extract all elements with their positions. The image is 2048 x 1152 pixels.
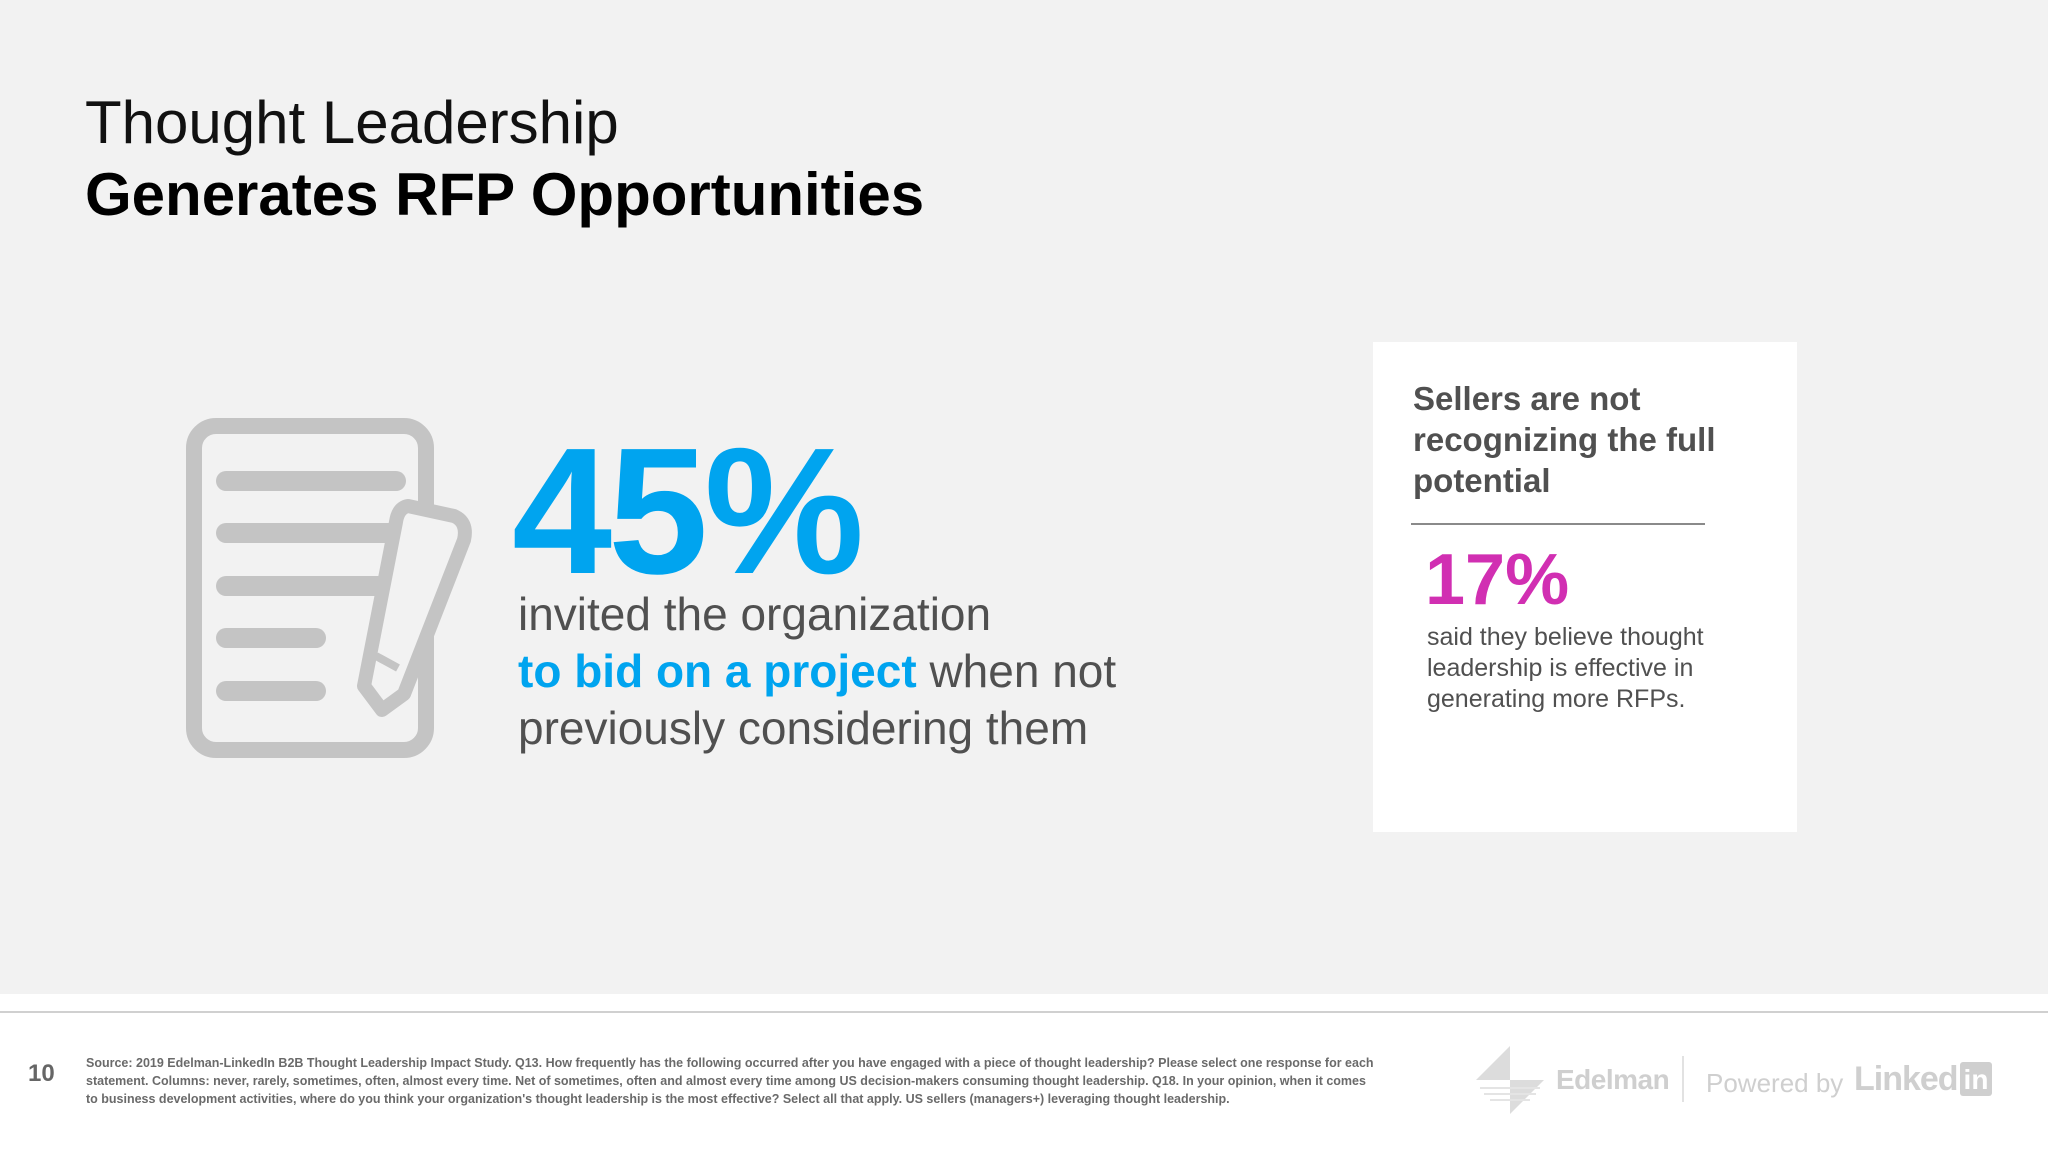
callout-divider — [1411, 523, 1705, 525]
linkedin-in-icon: in — [1960, 1062, 1992, 1096]
main-area: Thought Leadership Generates RFP Opportu… — [0, 0, 2048, 994]
title-line-1: Thought Leadership — [85, 89, 619, 156]
main-stat-value: 45% — [512, 411, 864, 612]
callout-stat-value: 17% — [1425, 540, 1570, 620]
main-stat-description: invited the organization to bid on a pro… — [518, 586, 1198, 757]
source-note: Source: 2019 Edelman-LinkedIn B2B Though… — [86, 1056, 1374, 1106]
document-pencil-icon — [186, 418, 472, 758]
footer-divider — [0, 1011, 2048, 1013]
main-stat-line-1: invited the organization — [518, 588, 992, 640]
logo-separator — [1682, 1056, 1684, 1102]
powered-by-text: Powered by — [1706, 1068, 1844, 1098]
page-number: 10 — [28, 1060, 55, 1087]
footer-logos: Edelman Powered by Linked in — [1470, 1040, 2010, 1120]
linkedin-logo-text: Linked — [1854, 1060, 1959, 1098]
main-stat-highlight: to bid on a project — [518, 645, 917, 697]
callout-text: said they believe thought leadership is … — [1427, 623, 1704, 713]
title-line-2: Generates RFP Opportunities — [85, 161, 925, 228]
callout-heading: Sellers are not recognizing the full pot… — [1413, 380, 1716, 499]
main-stat-line-2-rest: when not — [916, 645, 1117, 697]
edelman-logo-text: Edelman — [1556, 1064, 1670, 1095]
callout-card: Sellers are not recognizing the full pot… — [1373, 342, 1797, 832]
main-stat-line-3: previously considering them — [518, 702, 1089, 754]
edelman-logo-icon — [1476, 1046, 1544, 1114]
